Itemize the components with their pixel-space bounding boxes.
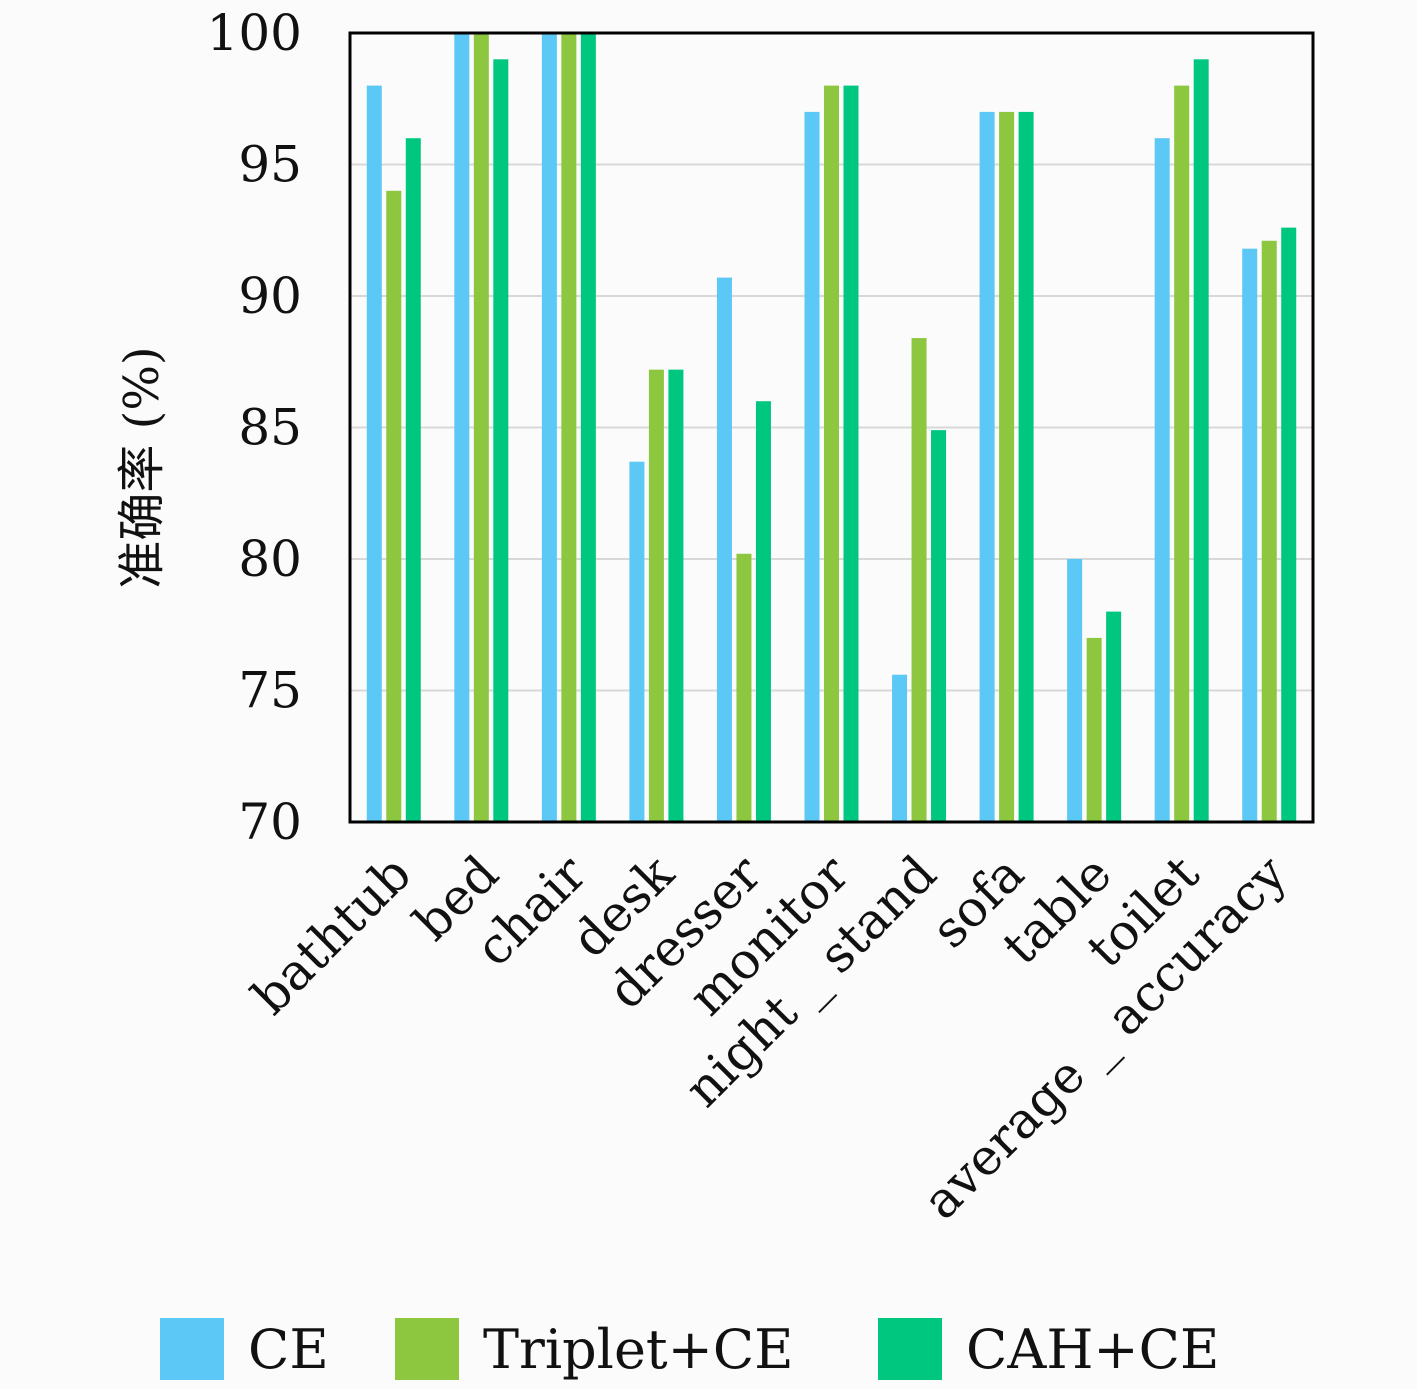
bar-toilet-triplet-ce: [1174, 85, 1190, 823]
y-tick-label: 80: [238, 530, 302, 588]
bar-monitor-cah-ce: [843, 85, 859, 823]
bar-toilet-ce: [1154, 138, 1170, 822]
bar-night_stand-triplet-ce: [911, 338, 927, 822]
bar-dresser-triplet-ce: [736, 553, 752, 822]
bar-table-triplet-ce: [1086, 637, 1102, 822]
y-axis-label: 准确率 (%): [114, 346, 170, 588]
bar-sofa-cah-ce: [1018, 111, 1034, 822]
legend-swatch: [878, 1318, 942, 1380]
legend-swatch: [160, 1318, 224, 1380]
y-tick-label: 95: [238, 136, 302, 194]
y-tick-label: 75: [238, 662, 302, 720]
bar-bed-ce: [454, 33, 470, 822]
bar-chair-cah-ce: [580, 33, 596, 822]
legend-label: CE: [248, 1318, 329, 1381]
bar-chair-triplet-ce: [561, 33, 577, 822]
bar-bathtub-ce: [366, 85, 382, 823]
plot-frame: [348, 31, 1315, 824]
y-axis-ticks: 70 75 80 85 90 95 100: [207, 4, 302, 851]
legend-label: Triplet+CE: [483, 1318, 794, 1381]
bar-average_accuracy-ce: [1242, 248, 1258, 822]
bar-monitor-ce: [804, 111, 820, 822]
bar-night_stand-ce: [892, 674, 908, 822]
bar-average_accuracy-triplet-ce: [1261, 240, 1277, 822]
y-tick-label: 100: [207, 4, 302, 62]
bar-night_stand-cah-ce: [931, 430, 947, 822]
bar-dresser-cah-ce: [755, 401, 771, 822]
bar-bathtub-triplet-ce: [386, 190, 402, 823]
legend-label: CAH+CE: [966, 1318, 1219, 1381]
bar-sofa-triplet-ce: [999, 111, 1015, 822]
bar-desk-triplet-ce: [648, 369, 664, 822]
y-tick-label: 90: [238, 267, 302, 325]
bars: [366, 33, 1297, 823]
bar-monitor-triplet-ce: [824, 85, 839, 823]
bar-sofa-ce: [979, 111, 995, 822]
legend: CE Triplet+CE CAH+CE: [160, 1318, 1219, 1381]
bar-bed-triplet-ce: [473, 33, 489, 822]
bar-dresser-ce: [716, 277, 732, 823]
y-tick-label: 85: [238, 399, 302, 457]
bar-table-ce: [1067, 559, 1083, 822]
bar-bed-cah-ce: [493, 59, 509, 823]
legend-swatch: [395, 1318, 459, 1380]
bar-toilet-cah-ce: [1193, 59, 1209, 823]
bar-table-cah-ce: [1106, 611, 1122, 822]
y-tick-label: 70: [238, 793, 302, 851]
bar-desk-ce: [629, 461, 645, 822]
bar-desk-cah-ce: [668, 369, 684, 822]
bar-chair-ce: [541, 33, 557, 822]
x-tick-label: bathtub: [241, 844, 422, 1025]
bar-bathtub-cah-ce: [405, 138, 421, 822]
bar-average_accuracy-cah-ce: [1281, 227, 1297, 822]
